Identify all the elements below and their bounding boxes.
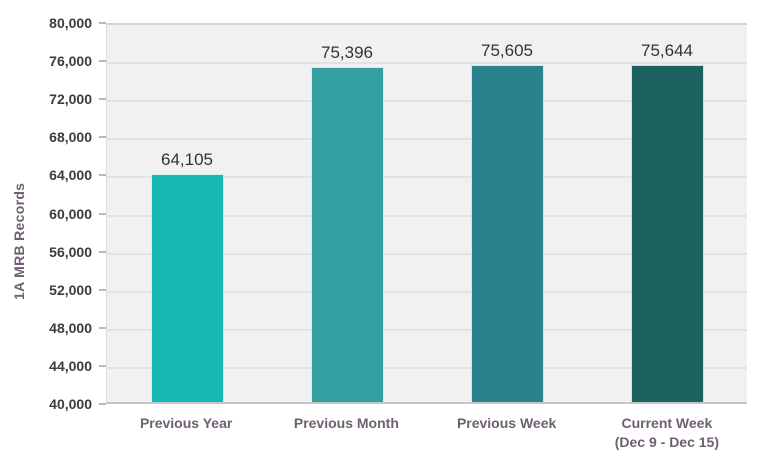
y-tick-mark — [99, 98, 106, 101]
y-tick-mark — [99, 136, 106, 139]
x-category-label: Previous Year — [106, 414, 266, 452]
bar — [310, 66, 384, 404]
y-tick-mark — [99, 250, 106, 253]
x-category-label: Current Week (Dec 9 - Dec 15) — [587, 414, 747, 452]
bar-value-label: 75,605 — [481, 40, 533, 60]
y-tick-label: 68,000 — [49, 129, 92, 146]
x-category-label-line2: (Dec 9 - Dec 15) — [614, 434, 720, 450]
x-axis-line — [106, 402, 747, 404]
bar — [630, 64, 704, 404]
gridline — [107, 214, 747, 217]
y-tick-label: 44,000 — [49, 357, 92, 374]
bars-row: 64,105 75,396 75,605 75,644 — [107, 25, 747, 404]
bar-value-label: 75,644 — [641, 40, 693, 60]
gridline — [107, 100, 747, 103]
y-tick-mark — [99, 288, 106, 291]
y-tick-mark — [99, 60, 106, 63]
y-tick-label: 48,000 — [49, 319, 92, 336]
gridline — [107, 252, 747, 255]
y-tick-mark — [99, 22, 106, 24]
y-tick-mark — [99, 364, 106, 367]
x-category-label-line1: Previous Month — [293, 415, 399, 431]
y-tick-mark — [99, 403, 106, 405]
bar — [470, 64, 544, 404]
bar-slot: 75,644 — [587, 25, 747, 404]
plot-area: 64,105 75,396 75,605 75,644 — [106, 23, 747, 404]
y-tick-label: 60,000 — [49, 205, 92, 222]
y-tick-mark — [99, 212, 106, 215]
x-category-label-line1: Current Week — [621, 415, 713, 431]
y-tick-mark — [99, 326, 106, 329]
bar-slot: 64,105 — [107, 25, 267, 404]
gridline — [107, 176, 747, 179]
gridline — [107, 138, 747, 141]
bar-slot: 75,396 — [267, 25, 427, 404]
x-category-label-line1: Previous Year — [139, 415, 233, 431]
x-category-label: Previous Week — [427, 414, 587, 452]
y-tick-label: 56,000 — [49, 243, 92, 260]
y-tick-label: 76,000 — [49, 53, 92, 70]
y-tick-label: 80,000 — [49, 15, 92, 31]
y-tick-label: 72,000 — [49, 91, 92, 108]
bar-value-label: 75,396 — [321, 42, 373, 62]
gridline — [107, 366, 747, 369]
y-tick-label: 52,000 — [49, 281, 92, 298]
x-axis: Previous Year Previous Month Previous Week… — [106, 414, 747, 452]
bar — [150, 174, 224, 404]
y-tick-mark — [99, 174, 106, 177]
x-category-label: Previous Month — [266, 414, 426, 452]
bar-value-label: 64,105 — [161, 150, 213, 170]
bar-slot: 75,605 — [427, 25, 587, 404]
gridline — [107, 290, 747, 293]
x-category-label-line1: Previous Week — [456, 415, 557, 431]
gridline — [107, 62, 747, 65]
y-axis: 80,000 76,000 72,000 68,000 64,000 60,000 56,0… — [0, 15, 106, 412]
y-tick-label: 40,000 — [49, 396, 92, 412]
y-tick-label: 64,000 — [49, 167, 92, 184]
gridline — [107, 328, 747, 331]
